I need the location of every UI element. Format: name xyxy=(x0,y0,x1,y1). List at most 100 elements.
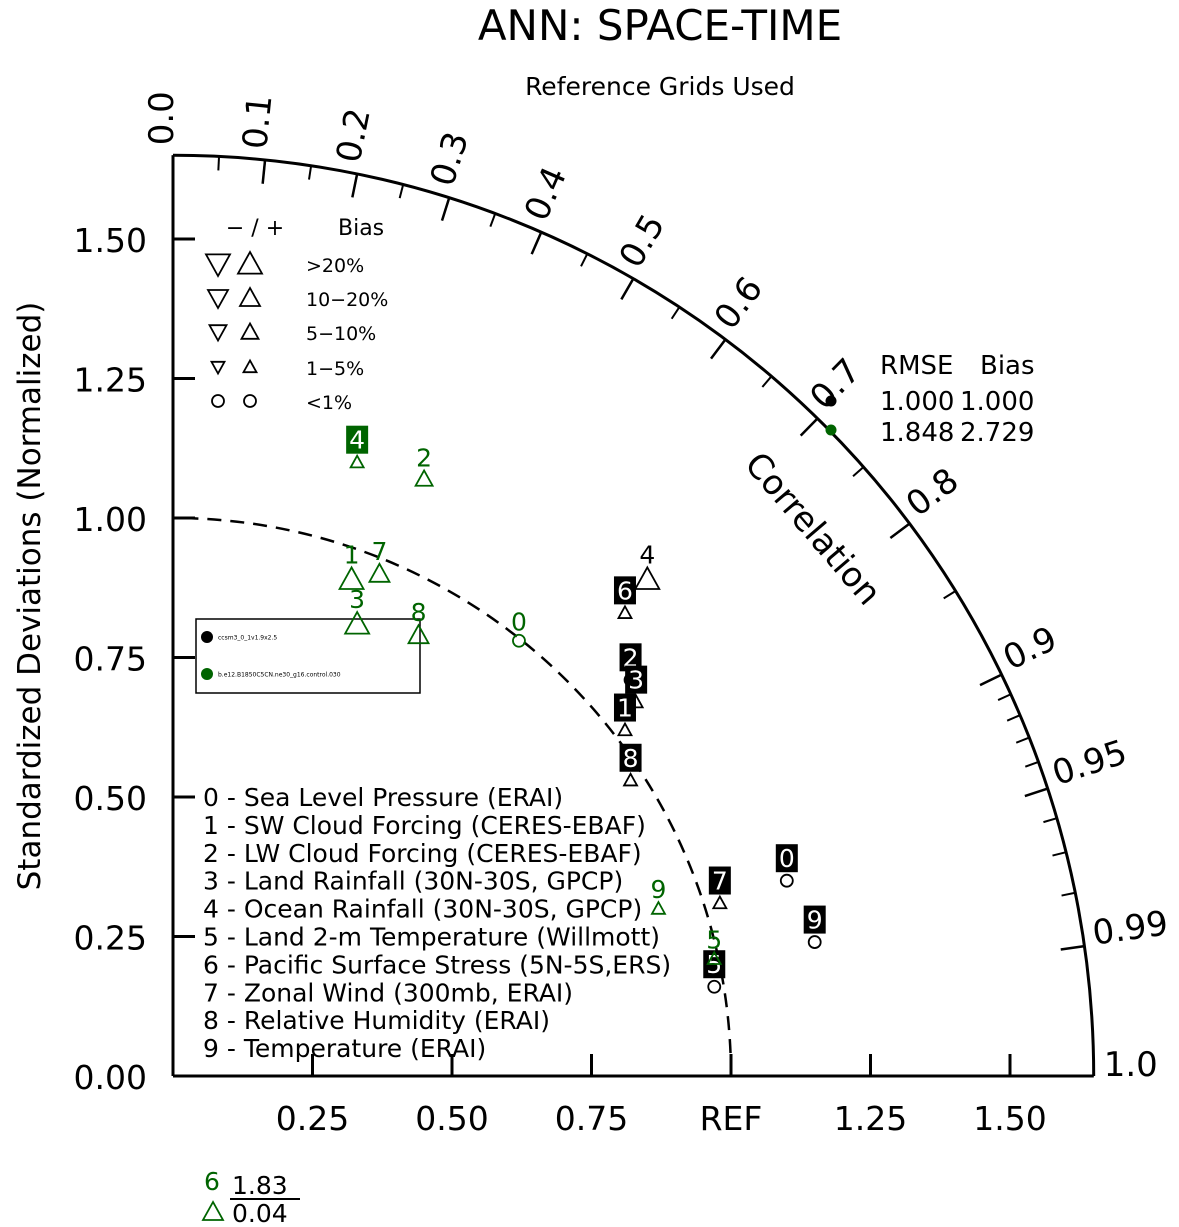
corr-tick xyxy=(261,159,267,184)
corr-tick-label: 0.9 xyxy=(997,619,1063,679)
bias-legend-circle xyxy=(243,394,257,408)
data-point-label: 8 xyxy=(623,744,639,773)
bias-legend-label: 1−5% xyxy=(306,358,364,380)
y-tick-label: 0.25 xyxy=(74,919,147,958)
data-point-marker xyxy=(807,935,822,949)
data-point-label: 2 xyxy=(623,643,639,672)
y-tick-label: 1.50 xyxy=(74,221,147,260)
corr-tick xyxy=(979,673,1003,687)
x-tick-label: 1.25 xyxy=(834,1099,907,1138)
summary-dot xyxy=(825,395,837,407)
data-point-label-box xyxy=(613,693,636,722)
bias-legend-sign: − / + xyxy=(226,216,284,241)
bias-legend-down-marker xyxy=(204,253,232,278)
x-tick-label: 1.50 xyxy=(973,1099,1046,1138)
data-point-marker xyxy=(711,894,728,910)
data-point-marker xyxy=(367,561,391,583)
corr-minor-tick xyxy=(997,693,1012,701)
corr-tick-label: 0.3 xyxy=(423,127,477,191)
data-point-marker xyxy=(707,979,722,994)
outlier-id: 6 xyxy=(204,1167,220,1196)
data-point-label-box xyxy=(803,905,826,934)
corr-minor-tick xyxy=(308,165,313,180)
data-point-label: 7 xyxy=(712,867,728,896)
corr-tick xyxy=(620,278,635,301)
data-point-marker xyxy=(338,565,366,590)
chart-title: ANN: SPACE-TIME xyxy=(478,1,842,50)
data-point-marker xyxy=(349,453,366,469)
variable-list-item: 8 - Relative Humidity (ERAI) xyxy=(203,1006,550,1035)
cases-legend: ccsm3_0_1v1.9x2.5 b.e12.B1850C5CN.ne30_g1… xyxy=(195,618,421,694)
bias-legend-label: >20% xyxy=(306,255,364,277)
data-point-label-box xyxy=(625,665,648,694)
variable-list-item: 9 - Temperature (ERAI) xyxy=(203,1034,486,1063)
cases-legend-box xyxy=(195,618,421,694)
y-tick-label: 0.75 xyxy=(74,640,147,679)
bias-legend-down-marker xyxy=(207,324,229,343)
corr-minor-tick xyxy=(1061,891,1076,897)
corr-tick-label: 0.2 xyxy=(329,105,379,166)
data-point-label: 3 xyxy=(628,666,644,695)
data-point-label: 4 xyxy=(639,540,655,569)
y-tick-label: 1.00 xyxy=(74,500,147,539)
corr-tick-label: 0.0 xyxy=(142,91,182,145)
summary-dot xyxy=(825,424,837,436)
y-tick-label: 0.50 xyxy=(74,779,147,818)
bias-legend-circle xyxy=(211,394,225,408)
data-point-marker xyxy=(414,468,435,487)
corr-minor-tick xyxy=(580,253,589,267)
bias-legend-label: 5−10% xyxy=(306,323,376,345)
bias-legend-up-marker xyxy=(238,286,262,307)
data-point-marker xyxy=(650,900,667,915)
corr-tick xyxy=(440,197,451,221)
outer-arc xyxy=(172,153,1096,1077)
y-tick-label: 1.25 xyxy=(74,361,147,400)
summary-rmse: 1.000 xyxy=(880,387,954,417)
data-point-label: 9 xyxy=(651,875,667,904)
data-point-marker xyxy=(628,693,645,709)
variable-list-item: 6 - Pacific Surface Stress (5N-5S,ERS) xyxy=(203,950,671,979)
data-point-marker xyxy=(633,565,661,590)
reference-arc xyxy=(172,516,733,1077)
data-point-label: 2 xyxy=(416,443,432,472)
corr-minor-tick xyxy=(1024,760,1039,768)
summary-header-rmse: RMSE xyxy=(880,351,953,381)
corr-minor-tick xyxy=(1052,851,1067,857)
bias-legend-label: <1% xyxy=(306,392,352,414)
corr-tick-label: 0.1 xyxy=(235,93,280,151)
cases-legend-dot xyxy=(201,631,213,643)
bias-legend-up-marker xyxy=(241,358,259,374)
corr-tick xyxy=(530,231,543,255)
data-point-marker xyxy=(779,873,794,888)
x-tick-label: REF xyxy=(700,1099,763,1138)
bias-legend-down-marker xyxy=(209,360,227,376)
variable-list-item: 3 - Land Rainfall (30N-30S, GPCP) xyxy=(203,867,623,896)
data-point-label-box xyxy=(613,576,636,605)
data-point-marker xyxy=(512,633,526,648)
data-point-marker xyxy=(406,623,431,645)
corr-minor-tick xyxy=(1043,817,1058,824)
bias-legend-down-marker xyxy=(206,289,230,310)
corr-tick-label: 0.8 xyxy=(899,460,966,524)
corr-tick-label: 0.99 xyxy=(1090,903,1171,953)
corr-tick xyxy=(1024,787,1049,798)
variable-list-item: 5 - Land 2-m Temperature (Willmott) xyxy=(203,923,660,952)
corr-tick-label: 0.6 xyxy=(707,270,771,337)
outlier-corr: 0.04 xyxy=(232,1199,288,1227)
cases-legend-name: ccsm3_0_1v1.9x2.5 xyxy=(218,635,277,642)
summary-bias: 2.729 xyxy=(960,418,1034,448)
corr-tick-label: 1.0 xyxy=(1104,1045,1158,1085)
corr-minor-tick xyxy=(1006,714,1021,722)
y-tick-label: 0.00 xyxy=(74,1058,147,1097)
variable-list-item: 7 - Zonal Wind (300mb, ERAI) xyxy=(203,978,573,1007)
corr-tick xyxy=(889,522,911,539)
bias-legend-header: Bias xyxy=(338,216,384,241)
corr-tick xyxy=(351,173,359,198)
corr-minor-tick xyxy=(217,156,221,171)
corr-tick-label: 0.5 xyxy=(612,208,674,275)
cases-legend-name: b.e12.B1850C5CN.ne30_g16.control.030 xyxy=(218,672,341,679)
x-tick-label: 0.25 xyxy=(276,1099,349,1138)
data-point-label: 7 xyxy=(372,537,388,566)
